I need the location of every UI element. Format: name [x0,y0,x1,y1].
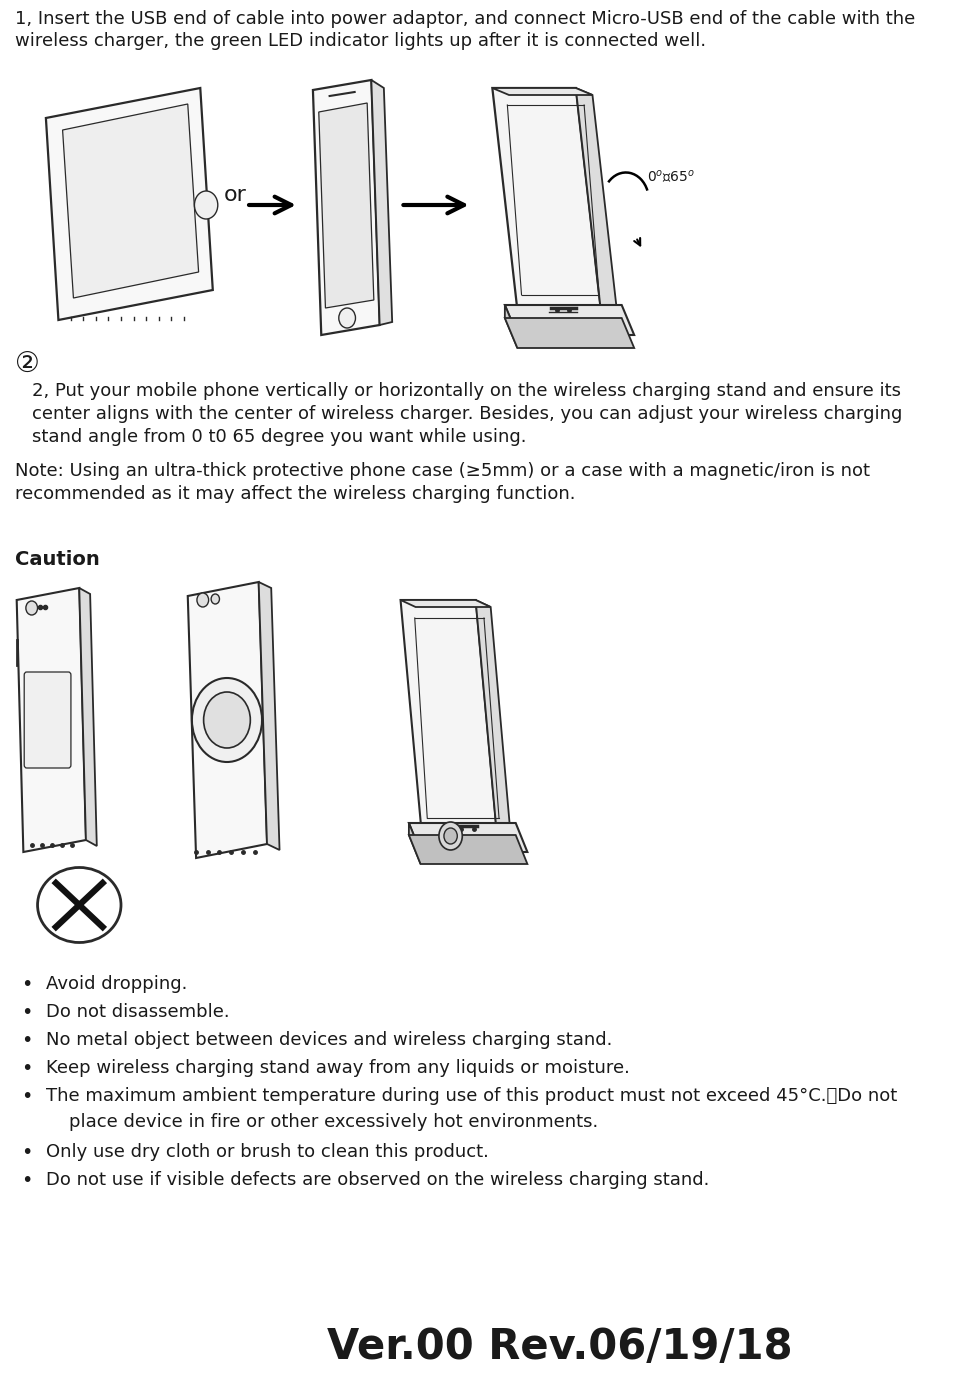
Text: Ver.00 Rev.06/19/18: Ver.00 Rev.06/19/18 [328,1326,793,1367]
Text: Keep wireless charging stand away from any liquids or moisture.: Keep wireless charging stand away from a… [46,1059,630,1077]
Circle shape [444,828,457,844]
Text: •: • [20,1143,32,1161]
Polygon shape [475,600,510,836]
Polygon shape [493,88,593,95]
Polygon shape [188,581,267,858]
Circle shape [339,307,356,328]
Text: 2, Put your mobile phone vertically or horizontally on the wireless charging sta: 2, Put your mobile phone vertically or h… [32,383,901,401]
Text: wireless charger, the green LED indicator lights up after it is connected well.: wireless charger, the green LED indicato… [15,32,706,50]
Polygon shape [504,305,634,335]
Polygon shape [575,88,617,316]
Polygon shape [400,600,497,830]
Text: Avoid dropping.: Avoid dropping. [46,975,188,993]
Text: center aligns with the center of wireless charger. Besides, you can adjust your : center aligns with the center of wireles… [32,405,902,423]
Polygon shape [371,81,392,325]
Polygon shape [493,88,601,310]
Text: Caution: Caution [15,549,100,569]
Circle shape [439,822,463,850]
Text: The maximum ambient temperature during use of this product must not exceed 45°C.: The maximum ambient temperature during u… [46,1086,897,1104]
Text: Do not use if visible defects are observed on the wireless charging stand.: Do not use if visible defects are observ… [46,1171,710,1189]
Polygon shape [409,835,528,864]
Text: recommended as it may affect the wireless charging function.: recommended as it may affect the wireles… [15,485,575,504]
Ellipse shape [38,868,121,943]
Text: or: or [224,185,247,204]
Text: Do not disassemble.: Do not disassemble. [46,1003,229,1021]
Polygon shape [504,319,634,348]
Polygon shape [313,81,380,335]
Text: stand angle from 0 t0 65 degree you want while using.: stand angle from 0 t0 65 degree you want… [32,428,526,447]
Polygon shape [400,600,491,606]
Text: 1, Insert the USB end of cable into power adaptor, and connect Micro-USB end of : 1, Insert the USB end of cable into powe… [15,10,916,28]
Polygon shape [319,103,374,307]
Text: Only use dry cloth or brush to clean this product.: Only use dry cloth or brush to clean thi… [46,1143,489,1161]
Circle shape [191,677,262,762]
Polygon shape [409,823,528,853]
Text: ②: ② [15,351,40,378]
Polygon shape [504,305,517,348]
Text: •: • [20,975,32,995]
Text: place device in fire or other excessively hot environments.: place device in fire or other excessivel… [46,1113,598,1131]
Polygon shape [259,581,280,850]
Polygon shape [80,588,97,846]
Text: •: • [20,1059,32,1078]
Polygon shape [46,88,213,320]
Text: Note: Using an ultra-thick protective phone case (≥5mm) or a case with a magneti: Note: Using an ultra-thick protective ph… [15,462,870,480]
Text: •: • [20,1003,32,1022]
Text: No metal object between devices and wireless charging stand.: No metal object between devices and wire… [46,1031,612,1049]
Text: •: • [20,1086,32,1106]
Circle shape [26,601,38,615]
Polygon shape [17,588,86,853]
Text: •: • [20,1171,32,1189]
FancyBboxPatch shape [24,672,71,768]
Text: 0$^o$～65$^o$: 0$^o$～65$^o$ [646,168,694,185]
Circle shape [211,594,220,604]
Circle shape [203,691,251,748]
Polygon shape [62,104,198,298]
Text: •: • [20,1031,32,1050]
Circle shape [197,593,209,606]
Circle shape [194,191,218,218]
Polygon shape [409,823,421,864]
